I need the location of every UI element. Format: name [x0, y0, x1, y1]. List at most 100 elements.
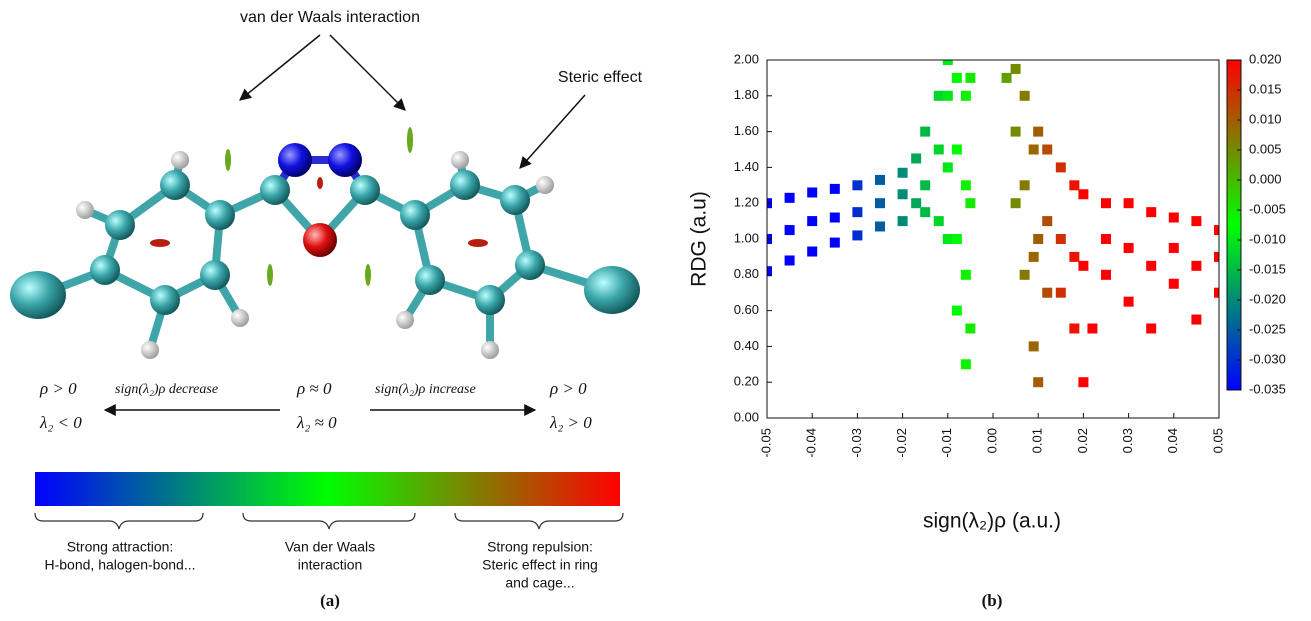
- region-label: Strong attraction:: [67, 539, 174, 555]
- y-tick-label: 0.60: [734, 302, 759, 317]
- point: [1010, 126, 1021, 137]
- annotation: Steric effect: [558, 69, 643, 86]
- point: [942, 162, 953, 173]
- colorbar-tick-label: -0.005: [1249, 201, 1286, 216]
- point: [920, 126, 931, 137]
- point: [920, 180, 931, 191]
- colorbar-tick-label: -0.010: [1249, 231, 1286, 246]
- colorbar-tick-label: -0.035: [1249, 381, 1286, 396]
- colorbar-tick-label: -0.020: [1249, 291, 1286, 306]
- point: [1191, 314, 1202, 325]
- point: [784, 192, 795, 203]
- point: [875, 221, 885, 232]
- panel-label: (b): [982, 591, 1003, 610]
- point: [767, 266, 772, 277]
- point: [1001, 72, 1012, 83]
- y-tick-label: 0.80: [734, 266, 759, 281]
- point: [942, 60, 953, 65]
- point: [1033, 377, 1044, 388]
- y-axis-label: RDG (a.u): [688, 191, 711, 287]
- x-tick-label: 0.05: [1210, 428, 1225, 453]
- y-tick-label: 1.60: [734, 123, 759, 138]
- point: [875, 174, 885, 185]
- point: [1042, 287, 1053, 298]
- condition: λ₂ > 0: [549, 413, 592, 432]
- plot-frame: [766, 59, 1220, 419]
- condition: ρ > 0: [39, 379, 77, 398]
- region-label: Strong repulsion:: [487, 539, 593, 555]
- colorbar-tick-label: -0.030: [1249, 351, 1286, 366]
- x-axis-label: sign(λ₂)ρ (a.u.): [923, 510, 1061, 533]
- panel-label: (a): [320, 591, 340, 610]
- point: [960, 90, 971, 101]
- points: [767, 60, 1219, 388]
- point: [1069, 323, 1080, 334]
- condition: ρ > 0: [549, 379, 587, 398]
- point: [1028, 341, 1039, 352]
- y-tick-label: 1.20: [734, 195, 759, 210]
- point: [1214, 287, 1219, 298]
- region-label: and cage...: [505, 575, 574, 591]
- point: [942, 90, 953, 101]
- y-tick-label: 1.00: [734, 230, 759, 245]
- point: [897, 167, 908, 178]
- trend-label: sign(λ₂)ρ increase: [375, 382, 476, 397]
- x-tick-label: 0.03: [1120, 428, 1135, 453]
- point: [852, 230, 863, 241]
- point: [1033, 234, 1044, 244]
- x-tick-label: 0.04: [1165, 428, 1180, 453]
- x-tick-label: -0.05: [758, 428, 773, 458]
- y-tick-label: 0.00: [734, 409, 759, 424]
- point: [1191, 260, 1202, 271]
- colorbar-tick-label: 0.010: [1249, 111, 1282, 126]
- x-tick-label: -0.02: [894, 428, 909, 458]
- condition: λ₂ < 0: [39, 413, 82, 432]
- point: [965, 198, 976, 209]
- point: [1168, 212, 1179, 223]
- annotation: van der Waals interaction: [240, 9, 420, 26]
- point: [1028, 144, 1039, 155]
- point: [1078, 189, 1089, 200]
- trend-label: sign(λ₂)ρ decrease: [115, 382, 218, 397]
- point: [1010, 198, 1021, 209]
- point: [1069, 251, 1080, 262]
- point: [1019, 90, 1030, 101]
- point: [829, 183, 840, 194]
- point: [1146, 323, 1157, 334]
- point: [897, 189, 908, 200]
- point: [960, 359, 971, 370]
- colorbar: [1226, 59, 1242, 391]
- point: [1146, 207, 1157, 218]
- point: [829, 212, 840, 223]
- point: [1055, 287, 1066, 298]
- point: [951, 144, 962, 155]
- point: [1087, 323, 1098, 334]
- colorbar-tick-label: 0.015: [1249, 81, 1282, 96]
- point: [1069, 180, 1080, 191]
- point: [1191, 216, 1202, 227]
- colorbar-tick-label: 0.005: [1249, 141, 1282, 156]
- point: [807, 246, 818, 257]
- x-tick-label: -0.01: [939, 428, 954, 458]
- y-tick-label: 2.00: [734, 51, 759, 66]
- molecule: [10, 127, 640, 359]
- point: [852, 207, 863, 218]
- point: [1101, 234, 1111, 244]
- region-label: Steric effect in ring: [482, 557, 598, 573]
- x-tick-label: 0.01: [1030, 428, 1045, 453]
- point: [1078, 377, 1089, 388]
- colorbar-tick-label: -0.015: [1249, 261, 1286, 276]
- point: [960, 269, 971, 280]
- y-tick-label: 1.80: [734, 87, 759, 102]
- x-tick-label: 0.00: [984, 428, 999, 453]
- point: [1028, 251, 1039, 262]
- x-tick-label: -0.04: [804, 428, 819, 458]
- point: [1214, 225, 1219, 236]
- point: [951, 234, 962, 244]
- point: [1168, 278, 1179, 289]
- point: [933, 90, 944, 101]
- point: [1010, 63, 1021, 74]
- point: [784, 225, 795, 236]
- colorbar-tick-label: -0.025: [1249, 321, 1286, 336]
- point: [1101, 198, 1111, 209]
